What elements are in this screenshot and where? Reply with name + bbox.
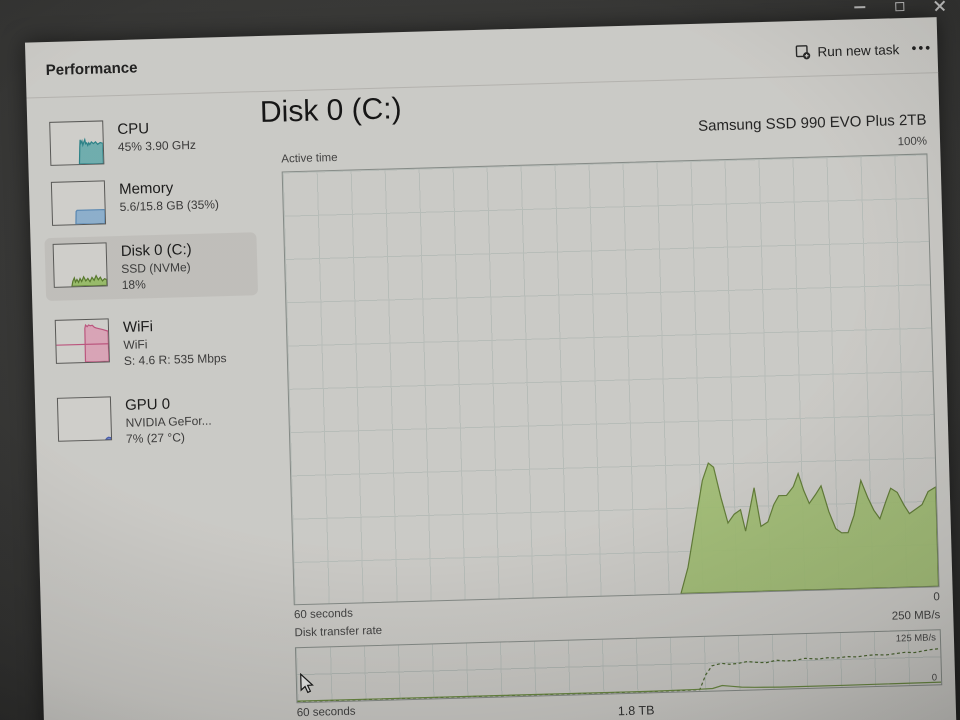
time-window-label: 60 seconds	[293, 607, 354, 622]
gpu-thumbnail-chart	[56, 396, 113, 442]
minimize-icon	[853, 6, 865, 9]
sidebar-item-wifi[interactable]: WiFi WiFi S: 4.6 R: 535 Mbps	[47, 308, 261, 377]
sidebar-item-subtext: 7% (27 °C)	[125, 430, 186, 446]
sidebar-item-memory[interactable]: Memory 5.6/15.8 GB (35%)	[43, 170, 256, 232]
page-header: Performance Run new task •••	[24, 17, 939, 99]
close-button[interactable]	[928, 0, 951, 15]
maximize-button[interactable]	[888, 0, 911, 16]
run-new-task-button[interactable]: Run new task	[795, 42, 900, 60]
sidebar-item-title: Disk 0 (C:)	[120, 241, 192, 260]
active-time-label: Active time	[281, 151, 338, 166]
active-time-max-label: 100%	[897, 135, 928, 149]
sidebar-item-cpu[interactable]: CPU 45% 3.90 GHz	[41, 110, 254, 172]
sidebar-item-subtext: 5.6/15.8 GB (35%)	[119, 197, 220, 215]
disk-transfer-rate-label: Disk transfer rate	[294, 624, 383, 640]
memory-thumbnail-chart	[50, 180, 107, 226]
minimize-button[interactable]	[848, 0, 871, 18]
sidebar-item-subtext: SSD (NVMe)	[121, 260, 191, 276]
sidebar-item-disk[interactable]: Disk 0 (C:) SSD (NVMe) 18%	[44, 232, 259, 302]
run-new-task-label: Run new task	[817, 42, 900, 60]
wifi-thumbnail-chart	[54, 318, 110, 364]
sidebar-item-subtext: 18%	[121, 277, 146, 292]
capacity-value: 1.8 TB	[617, 703, 655, 719]
run-new-task-icon	[795, 45, 811, 60]
sidebar: CPU 45% 3.90 GHz Memory 5.6/15.8 GB (35%) Di…	[27, 93, 277, 720]
time-window-label-2: 60 seconds	[296, 705, 356, 720]
disk-thumbnail-chart	[52, 242, 108, 288]
sidebar-item-subtext: 45% 3.90 GHz	[117, 137, 197, 155]
sidebar-item-subtext: NVIDIA GeFor...	[125, 413, 212, 430]
maximize-icon	[894, 1, 904, 11]
device-name: Samsung SSD 990 EVO Plus 2TB	[697, 111, 927, 135]
close-icon	[934, 0, 945, 11]
transfer-max-label: 250 MB/s	[891, 609, 941, 623]
sidebar-item-title: CPU	[117, 120, 150, 139]
sidebar-item-title: GPU 0	[124, 395, 171, 414]
sidebar-item-subtext: S: 4.6 R: 535 Mbps	[123, 351, 227, 368]
zero-label: 0	[933, 591, 940, 604]
active-time-chart	[281, 153, 940, 606]
sidebar-item-gpu[interactable]: GPU 0 NVIDIA GeFor... 7% (27 °C)	[49, 386, 263, 455]
cpu-thumbnail-chart	[49, 120, 105, 166]
more-options-button[interactable]: •••	[911, 39, 933, 56]
transfer-zero-label: 0	[931, 672, 938, 684]
page-title: Performance	[45, 59, 138, 80]
page-subtitle-disk: Disk 0 (C:)	[259, 92, 403, 130]
task-manager-window: Performance Run new task ••• CPU 45% 3.90…	[24, 17, 957, 720]
transfer-mid-label: 125 MB/s	[895, 632, 937, 645]
mouse-cursor	[300, 672, 314, 694]
